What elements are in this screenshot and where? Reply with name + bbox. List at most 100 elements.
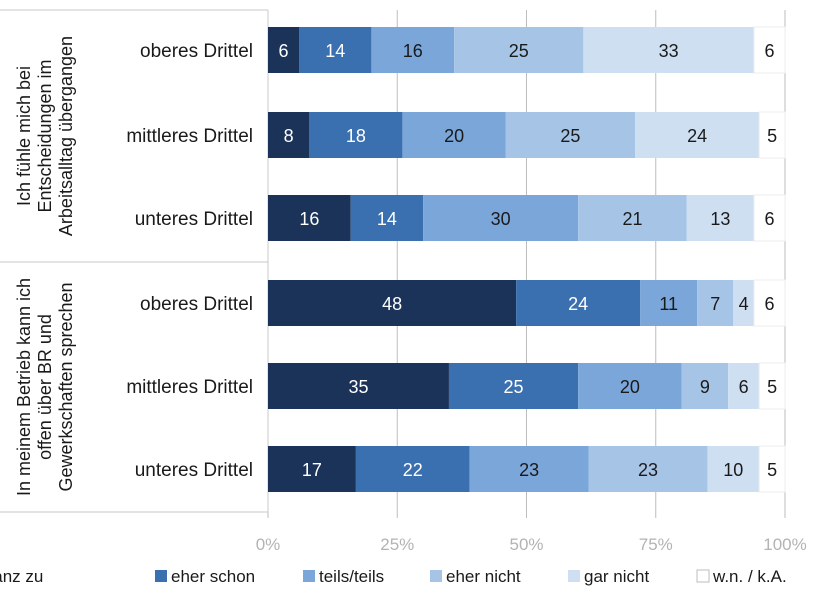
gridlines xyxy=(267,10,786,518)
group-label: Ich fühle mich beiEntscheidungen imArbei… xyxy=(14,36,76,236)
bar-segment xyxy=(635,112,760,158)
bar-segment xyxy=(733,280,754,326)
bar-segment xyxy=(516,280,641,326)
bar-segment xyxy=(299,27,372,73)
bar-segment xyxy=(728,363,760,409)
legend-label: stimme voll und ganz zu xyxy=(0,567,43,586)
bar-segment xyxy=(423,195,579,241)
data-label: 11 xyxy=(659,294,678,314)
category-label: unteres Drittel xyxy=(135,460,253,481)
bars: 6 14 16 25 33 68 18 20 25 24 516 14 30 21 13 648 24 11 7 4 6… xyxy=(268,26,786,493)
data-label: 30 xyxy=(491,209,511,229)
data-label: 20 xyxy=(620,377,640,397)
bar-segment xyxy=(454,27,584,73)
group-labels: Ich fühle mich beiEntscheidungen imArbei… xyxy=(14,36,76,496)
data-label: 22 xyxy=(403,460,423,480)
bar-segment xyxy=(268,27,300,73)
bar-segment xyxy=(686,195,754,241)
group-label-line: offen über BR und xyxy=(35,314,55,460)
data-label: 23 xyxy=(519,460,539,480)
legend-label: eher nicht xyxy=(446,567,521,586)
data-label: 6 xyxy=(739,377,749,397)
group-label-line: Gewerkschaften sprechen xyxy=(56,282,76,491)
legend-label: w.n. / k.A. xyxy=(712,567,787,586)
data-label: 25 xyxy=(560,126,580,146)
bar-segment xyxy=(707,446,760,492)
bar-segment xyxy=(753,279,786,327)
x-tick-label: 0% xyxy=(256,535,281,554)
bar-segment xyxy=(268,280,517,326)
data-label: 6 xyxy=(279,41,289,61)
category-label: oberes Drittel xyxy=(140,294,253,315)
data-label: 6 xyxy=(764,41,774,61)
x-tick-label: 25% xyxy=(380,535,414,554)
bar-segment xyxy=(640,280,698,326)
bar-segment xyxy=(268,195,351,241)
group-label-line: Arbeitsalltag übergangen xyxy=(56,36,76,236)
bar-segment xyxy=(758,111,786,159)
x-tick-label: 50% xyxy=(509,535,543,554)
data-label: 20 xyxy=(444,126,464,146)
data-label: 25 xyxy=(504,377,524,397)
data-label: 18 xyxy=(346,126,366,146)
legend-swatch xyxy=(155,570,167,582)
category-label: mittleres Drittel xyxy=(126,377,253,398)
group-label: In meinem Betrieb kann ichoffen über BR … xyxy=(14,278,76,496)
bar-segment xyxy=(355,446,470,492)
data-label: 9 xyxy=(700,377,710,397)
bar-segment xyxy=(681,363,729,409)
data-label: 21 xyxy=(622,209,642,229)
data-label: 6 xyxy=(764,294,774,314)
bar-segment xyxy=(268,112,310,158)
bar-segment xyxy=(309,112,403,158)
legend-label: gar nicht xyxy=(584,567,649,586)
legend-label: teils/teils xyxy=(319,567,384,586)
data-label: 23 xyxy=(638,460,658,480)
data-label: 16 xyxy=(299,209,319,229)
data-label: 24 xyxy=(687,126,707,146)
data-label: 10 xyxy=(723,460,743,480)
bar-segment xyxy=(758,362,786,410)
bar-segment xyxy=(469,446,589,492)
bar-segment xyxy=(505,112,636,158)
data-label: 6 xyxy=(764,209,774,229)
data-label: 33 xyxy=(659,41,679,61)
data-label: 5 xyxy=(767,377,777,397)
data-label: 25 xyxy=(509,41,529,61)
bar-segment xyxy=(697,280,734,326)
x-tick-label: 75% xyxy=(639,535,673,554)
data-label: 14 xyxy=(325,41,345,61)
bar-segment xyxy=(758,445,786,493)
bar-segment xyxy=(268,446,356,492)
legend-swatch xyxy=(696,569,710,583)
bar-segment xyxy=(578,195,687,241)
x-tick-label: 100% xyxy=(763,535,806,554)
legend-swatch xyxy=(430,570,442,582)
group-label-line: Ich fühle mich bei xyxy=(14,66,34,206)
data-label: 35 xyxy=(348,377,368,397)
bar-segment xyxy=(371,27,455,73)
data-label: 7 xyxy=(710,294,720,314)
category-label: mittleres Drittel xyxy=(126,126,253,147)
bar-segment xyxy=(588,446,708,492)
category-label: oberes Drittel xyxy=(140,41,253,62)
data-label: 5 xyxy=(767,126,777,146)
legend-label: eher schon xyxy=(171,567,255,586)
bar-segment xyxy=(578,363,682,409)
category-label: unteres Drittel xyxy=(135,209,253,230)
data-label: 14 xyxy=(377,209,397,229)
legend-swatch xyxy=(568,570,580,582)
data-label: 5 xyxy=(767,460,777,480)
bar-segment xyxy=(583,27,754,73)
bar-segment xyxy=(268,363,449,409)
group-label-line: In meinem Betrieb kann ich xyxy=(14,278,34,496)
category-frame xyxy=(0,9,269,513)
bar-segment xyxy=(350,195,424,241)
x-axis-ticks: 0% 25% 50% 75% 100% xyxy=(256,535,807,554)
data-label: 16 xyxy=(403,41,423,61)
bar-segment xyxy=(402,112,506,158)
group-label-line: Entscheidungen im xyxy=(35,59,55,212)
data-label: 8 xyxy=(284,126,294,146)
bar-segment xyxy=(448,363,579,409)
